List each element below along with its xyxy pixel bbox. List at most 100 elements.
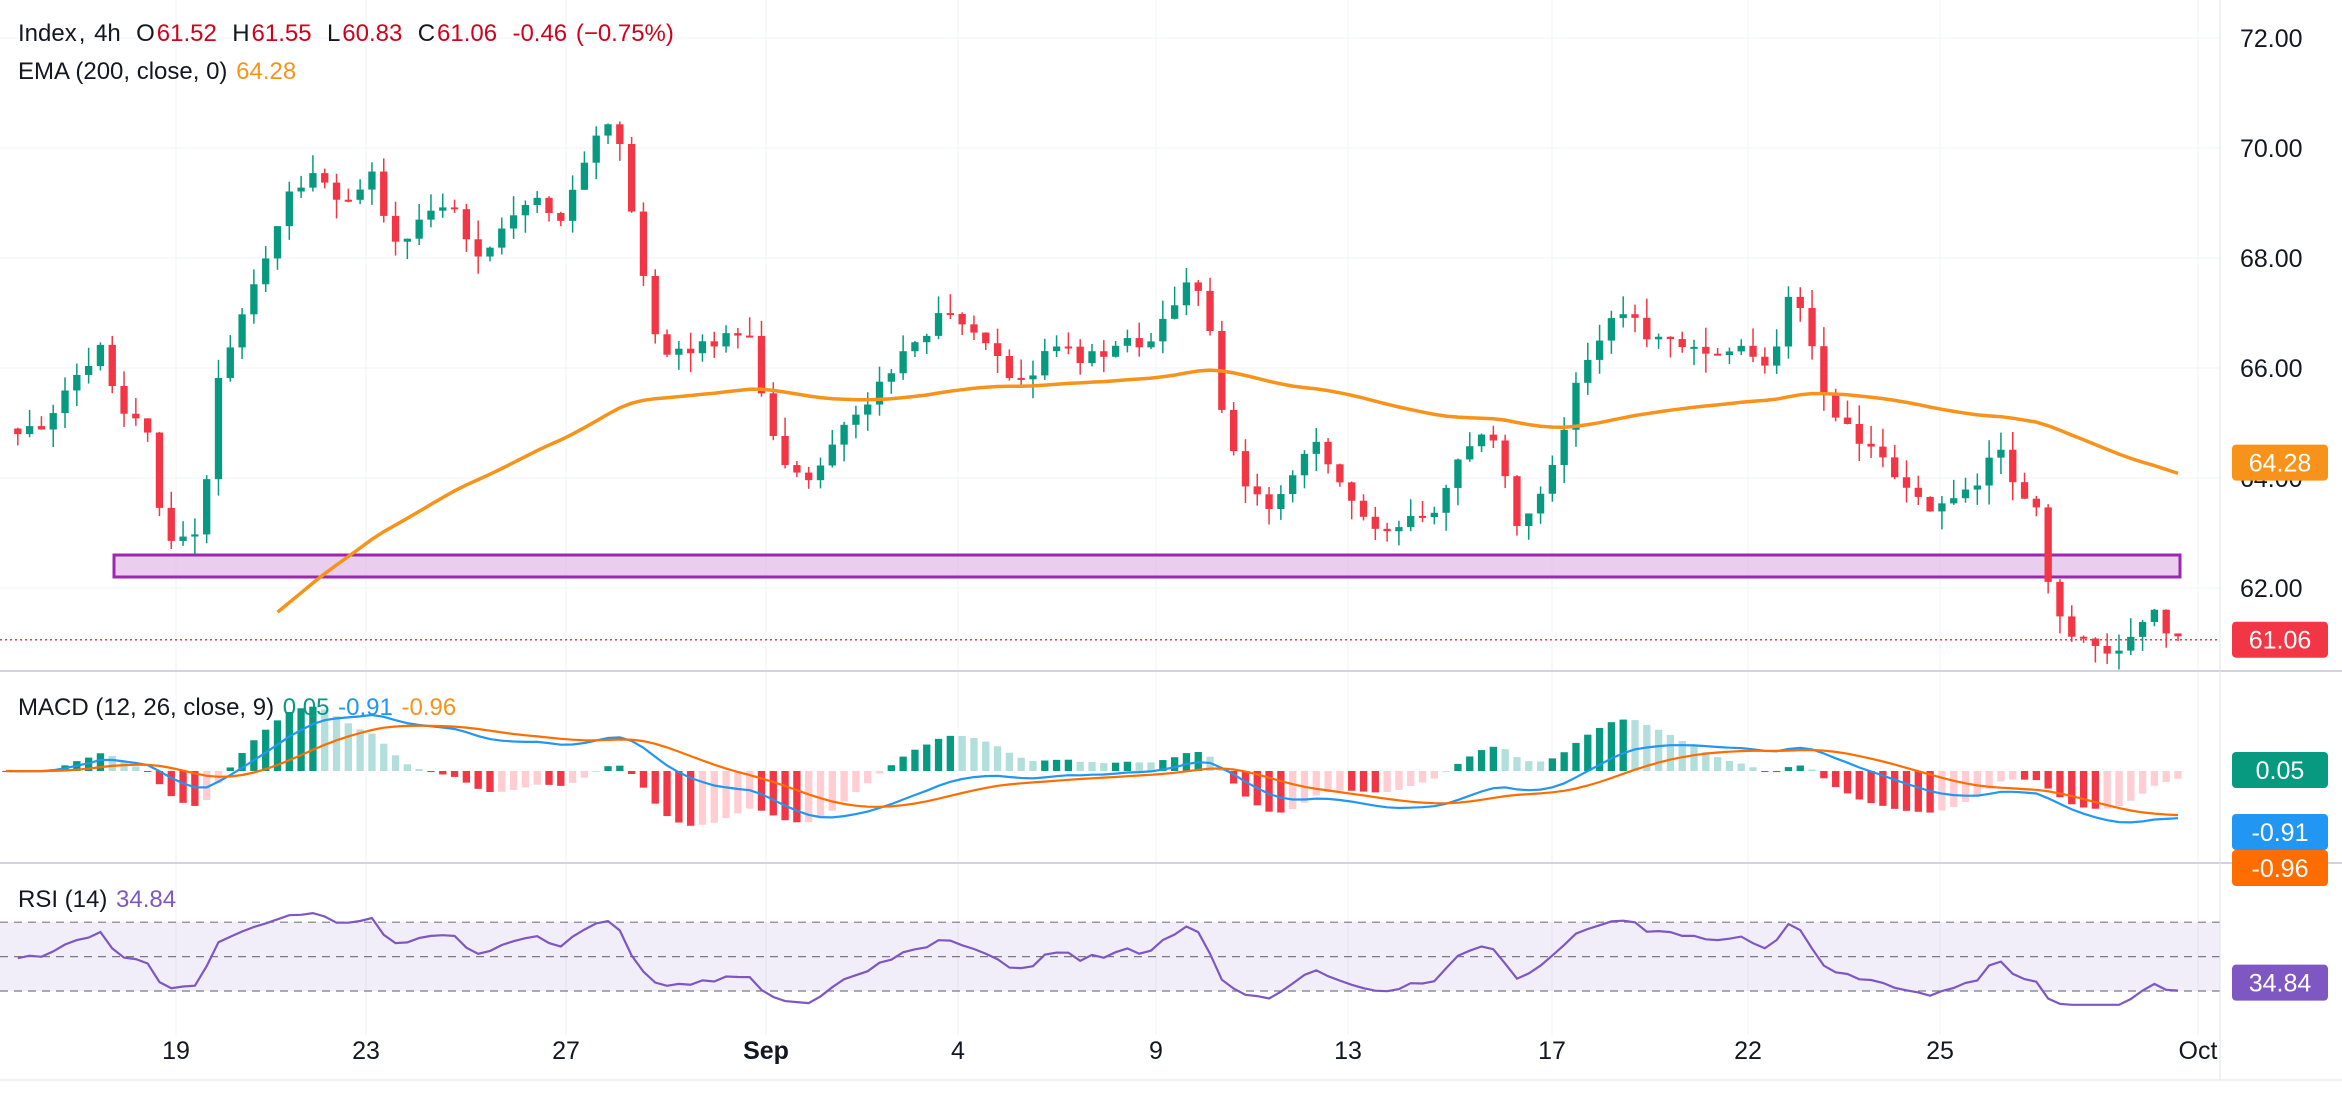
candle-body [1832, 394, 1840, 418]
candle [1348, 481, 1356, 520]
macd-histogram-bar [1820, 771, 1828, 779]
macd-histogram-bar [911, 749, 919, 771]
macd-histogram-bar [1654, 729, 1663, 771]
macd-value-badge-bg [2232, 814, 2328, 850]
macd-histogram-bar [498, 771, 506, 792]
ema-path [276, 368, 2179, 614]
macd-histogram-bar [627, 771, 636, 775]
candle [722, 325, 730, 353]
timeframe: 4h [94, 20, 121, 47]
macd-histogram-bar [1879, 771, 1887, 806]
candlestick-series [14, 121, 2182, 670]
candle [191, 518, 199, 554]
macd-histogram-bar [1041, 760, 1049, 771]
candle [616, 121, 624, 161]
macd-histogram-bar [309, 706, 317, 771]
macd-histogram-bar [1395, 771, 1403, 790]
macd-histogram-bar [1725, 760, 1734, 771]
macd-histogram-bar [1489, 746, 1498, 771]
macd-histogram-bar [557, 771, 565, 786]
macd-histogram-bar [1170, 757, 1179, 771]
macd-histogram-bar [580, 771, 589, 778]
candle-body [2127, 636, 2135, 651]
candle-body [639, 211, 648, 276]
macd-histogram-bar [1867, 771, 1875, 804]
candle-body [427, 210, 435, 220]
candle-body [746, 335, 754, 338]
candle [273, 225, 282, 270]
macd-histogram-bar [2115, 771, 2123, 807]
candle-body [450, 207, 459, 210]
macd-histogram-bar [1324, 771, 1332, 792]
candle-body [1761, 356, 1769, 366]
candle [1867, 425, 1875, 458]
candle-body [2032, 498, 2041, 508]
candle [521, 200, 530, 233]
candle-body [616, 124, 624, 144]
macd-histogram-bar [1218, 769, 1226, 771]
macd-value-badge-text: -0.91 [2252, 819, 2309, 847]
candle-body [1855, 423, 1863, 444]
candle-body [852, 414, 860, 425]
candle [568, 175, 577, 233]
candle [911, 340, 919, 358]
candle [982, 332, 990, 350]
macd-histogram-bar [2174, 771, 2182, 779]
pane-separators [0, 0, 2342, 1081]
macd-histogram-bar [769, 771, 777, 816]
candle [1772, 329, 1781, 374]
price-tick-label: 72.00 [2240, 25, 2303, 53]
candle [686, 332, 695, 373]
candle-body [380, 171, 388, 216]
macd-histogram-bar [368, 733, 376, 771]
candle [545, 196, 553, 222]
macd-histogram-bar [934, 738, 943, 771]
candle [332, 173, 341, 219]
candle-body [1548, 464, 1557, 494]
candle-body [1123, 338, 1132, 346]
candle [1973, 473, 1981, 505]
candle-body [415, 219, 423, 239]
candle-body [226, 347, 234, 378]
candle-body [1560, 429, 1568, 465]
macd-hist-badge-text: 0.05 [2256, 757, 2305, 785]
macd-histogram-bar [403, 764, 412, 771]
macd-histogram-bar [1902, 771, 1911, 811]
candle-body [391, 215, 400, 242]
time-tick-label: 17 [1538, 1037, 1566, 1065]
macd-histogram-bar [1938, 771, 1946, 811]
candle-body [1442, 487, 1450, 513]
candle [155, 431, 164, 517]
candle [250, 269, 258, 324]
price-tick-label: 62.00 [2240, 575, 2303, 603]
candle [108, 335, 116, 394]
candle [1017, 359, 1025, 388]
candle-body [722, 333, 730, 347]
candle [1536, 486, 1545, 524]
macd-histogram-bar [993, 746, 1002, 771]
candle-body [663, 334, 671, 355]
candle [1572, 372, 1580, 447]
time-axis[interactable]: 19 23 27 Sep 4 9 13 17 22 25 Oct [162, 1037, 2217, 1065]
last-price-badge: 61.06 [2232, 621, 2328, 658]
macd-histogram-bar [391, 755, 400, 771]
candle [663, 329, 671, 358]
candle-body [356, 189, 364, 200]
candle [1607, 310, 1616, 354]
candle [1100, 340, 1108, 373]
signal-value-badge: -0.96 [2232, 850, 2328, 886]
macd-histogram-bar [167, 771, 175, 797]
macd-histogram-bar [604, 766, 612, 771]
candle [285, 181, 293, 240]
candle-body [1241, 451, 1250, 487]
candle [37, 416, 46, 430]
macd-histogram-bar [710, 771, 718, 823]
candle [1808, 289, 1816, 360]
candle [1796, 287, 1804, 322]
macd-histogram-bar [675, 771, 683, 823]
candle-body [2079, 636, 2088, 639]
candle [1950, 479, 1958, 505]
price-badges: 64.28 61.06 0.05 -0.91 -0.96 34.84 [2232, 444, 2328, 1001]
